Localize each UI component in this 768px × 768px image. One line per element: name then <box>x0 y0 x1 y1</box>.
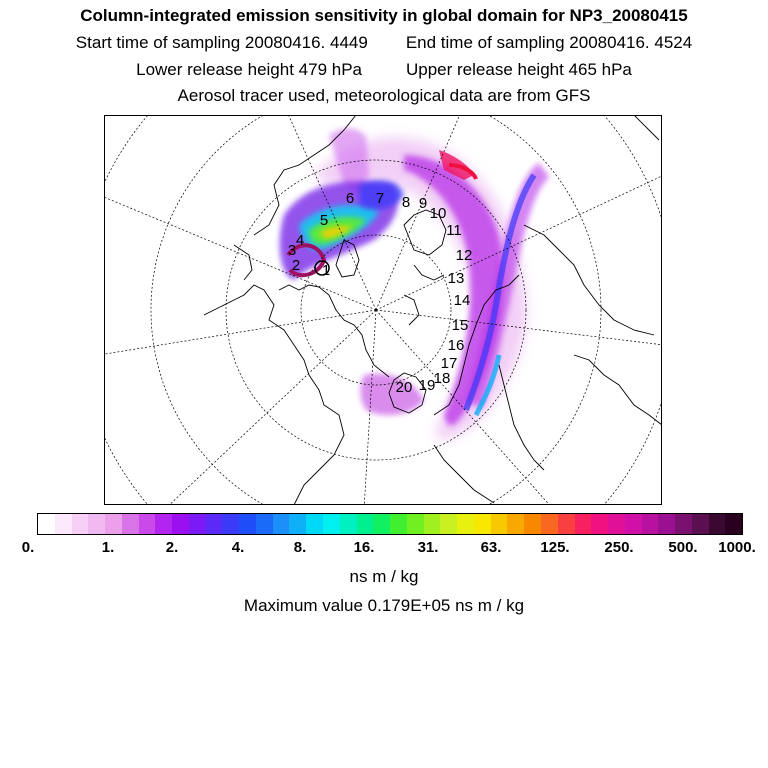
start-time-label: Start time of sampling 20080416. 4449 <box>75 33 368 52</box>
day-label: 9 <box>419 195 427 212</box>
release-location-marker <box>314 260 330 276</box>
colorbar-segment <box>188 514 206 534</box>
day-label: 15 <box>452 317 469 334</box>
colorbar-segment <box>54 514 72 534</box>
colorbar-segment <box>121 514 139 534</box>
day-label: 3 <box>288 242 296 259</box>
colorbar-segment <box>725 514 743 534</box>
colorbar-tick-label: 125. <box>540 539 570 556</box>
colorbar-segment <box>356 514 374 534</box>
day-label: 20 <box>396 379 413 396</box>
colorbar-segment <box>641 514 659 534</box>
colorbar-tick-label: 63. <box>480 539 502 556</box>
colorbar-segment <box>624 514 642 534</box>
end-time-label: End time of sampling 20080416. 4524 <box>405 33 693 52</box>
colorbar-segment <box>306 514 324 534</box>
release-height-row: Lower release height 479 hPa Upper releas… <box>0 60 768 80</box>
colorbar-segment <box>105 514 122 534</box>
colorbar-tick-label: 1. <box>101 539 115 556</box>
day-label: 11 <box>446 222 462 239</box>
colorbar-segment <box>691 514 709 534</box>
colorbar-segment <box>507 514 525 534</box>
colorbar-segment <box>675 514 692 534</box>
day-label: 18 <box>434 370 451 387</box>
colorbar-tick-label: 16. <box>353 539 375 556</box>
colorbar-segment <box>155 514 173 534</box>
colorbar-segment <box>574 514 592 534</box>
day-label: 10 <box>430 205 447 222</box>
colorbar-segment <box>222 514 240 534</box>
colorbar-segment <box>440 514 458 534</box>
map-frame <box>104 115 662 505</box>
colorbar-tick-label: 250. <box>604 539 634 556</box>
colorbar-segment <box>658 514 676 534</box>
colorbar-segment <box>205 514 223 534</box>
colorbar-segment <box>255 514 273 534</box>
colorbar-segment <box>473 514 491 534</box>
colorbar-segment <box>272 514 290 534</box>
colorbar-segment <box>71 514 89 534</box>
upper-height-label: Upper release height 465 hPa <box>406 60 632 79</box>
day-label: 1 <box>322 262 330 279</box>
colorbar-tick-label: 0. <box>21 539 35 556</box>
sampling-time-row: Start time of sampling 20080416. 4449 End… <box>0 33 768 53</box>
colorbar-segment <box>540 514 558 534</box>
colorbar-segment <box>608 514 625 534</box>
colorbar-segment <box>557 514 575 534</box>
colorbar-segment <box>38 514 55 534</box>
colorbar-segment <box>390 514 407 534</box>
colorbar-tick-label: 2. <box>165 539 179 556</box>
day-label: 12 <box>456 247 473 264</box>
sensitivity-plume <box>279 128 551 439</box>
colorbar-segment <box>708 514 726 534</box>
day-label: 4 <box>296 232 304 249</box>
day-label: 6 <box>346 190 354 207</box>
colorbar-tick-label: 500. <box>668 539 698 556</box>
colorbar-segment <box>289 514 307 534</box>
colorbar-segment <box>88 514 106 534</box>
graticule <box>104 115 662 505</box>
plot-title: Column-integrated emission sensitivity i… <box>80 6 688 25</box>
day-label: 17 <box>441 355 458 372</box>
colorbar-segment <box>490 514 508 534</box>
colorbar-segment <box>323 514 340 534</box>
colorbar-segment <box>239 514 256 534</box>
colorbar-tick-label: 8. <box>293 539 307 556</box>
day-label: 5 <box>320 212 328 229</box>
colorbar-units: ns m / kg <box>349 567 419 586</box>
colorbar-segment <box>339 514 357 534</box>
tracer-info: Aerosol tracer used, meteorological data… <box>177 86 591 105</box>
colorbar-segment <box>524 514 541 534</box>
day-label: 8 <box>402 194 410 211</box>
day-label: 7 <box>376 190 384 207</box>
day-label: 2 <box>292 257 300 274</box>
day-label: 14 <box>454 292 471 309</box>
colorbar-tick-label: 1000. <box>718 539 756 556</box>
colorbar-segment <box>406 514 424 534</box>
colorbar-segment <box>172 514 189 534</box>
coastlines <box>203 115 662 505</box>
day-label: 13 <box>448 270 465 287</box>
colorbar-tick-label: 4. <box>231 539 245 556</box>
colorbar-segment <box>138 514 156 534</box>
colorbar-segment <box>373 514 391 534</box>
colorbar-tick-label: 31. <box>417 539 439 556</box>
lower-height-label: Lower release height 479 hPa <box>136 60 362 79</box>
day-label: 16 <box>448 337 465 354</box>
colorbar-segment <box>457 514 474 534</box>
colorbar-segment <box>591 514 609 534</box>
day-label: 19 <box>419 377 436 394</box>
colorbar <box>37 513 743 535</box>
maximum-value-label: Maximum value 0.179E+05 ns m / kg <box>243 596 525 615</box>
colorbar-segment <box>423 514 441 534</box>
